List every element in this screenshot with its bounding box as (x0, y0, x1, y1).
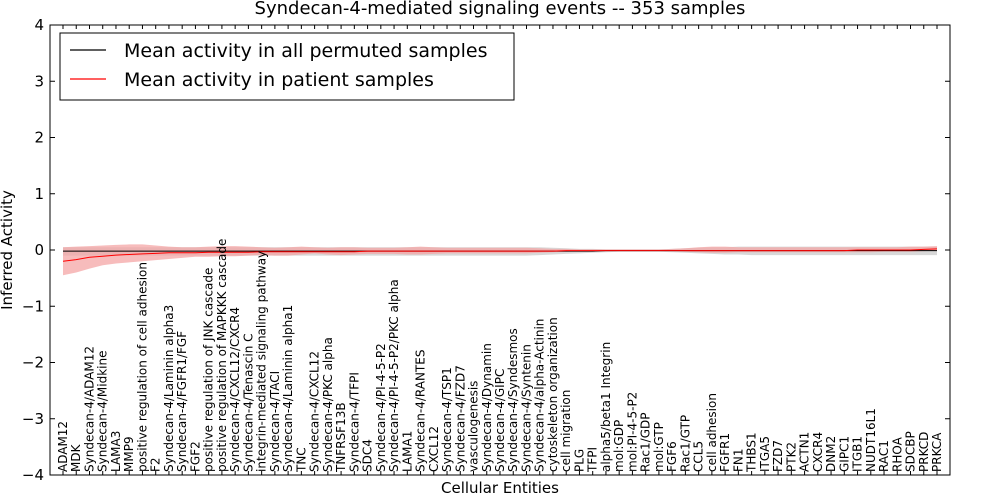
xtick-label: cell migration (559, 390, 573, 472)
xtick-label: Syndecan-4/CXCL12/CXCR4 (228, 307, 242, 472)
xtick-label: Syndecan-4/alpha-Actinin (533, 319, 547, 472)
xtick-label: ITGB1 (851, 436, 865, 472)
xtick-label: LAMA1 (400, 431, 414, 472)
xtick-label: F2 (149, 457, 163, 472)
xtick-label: ACTN1 (798, 432, 812, 472)
xtick-label: Syndecan-4/ADAM12 (83, 346, 97, 472)
xtick-label: RHOA (890, 436, 904, 472)
y-axis-title: Inferred Activity (0, 190, 16, 310)
legend-box (59, 32, 515, 101)
ytick-label: 3 (34, 72, 44, 90)
xtick-label: CXCR4 (811, 432, 825, 472)
xtick-label: Syndecan-4/Midkine (96, 351, 110, 472)
xtick-label: THBS1 (745, 432, 759, 473)
xtick-label: CCL5 (692, 441, 706, 472)
xtick-label: Syndecan-4/TACI (268, 371, 282, 472)
xtick-label: Syndecan-4/Laminin alpha3 (162, 305, 176, 472)
xtick-label: FZD7 (771, 440, 785, 472)
xtick-label: GIPC1 (837, 436, 851, 472)
xtick-label: positive regulation of MAPKKK cascade (215, 239, 229, 472)
xtick-label: Syndecan-4/PI-4-5-P2 (374, 343, 388, 472)
xtick-label: Syndecan-4/CXCL12 (308, 351, 322, 472)
xtick-label: SDC4 (361, 439, 375, 472)
xtick-label: PLG (573, 449, 587, 472)
xtick-label: RAC1 (877, 440, 891, 472)
x-axis: ADAM12 MDK Syndecan-4/ADAM12 Syndecan-4/Mid… (56, 25, 944, 475)
xtick-label: Syndecan-4/GIPC (493, 369, 507, 472)
xtick-label: TFPI (586, 447, 600, 473)
xtick-label: PRKCA (930, 432, 944, 472)
xtick-label: Syndecan-4/TSP1 (440, 367, 454, 472)
y-axis: 4 3 2 1 0 −1 −2 −3 −4 (22, 16, 950, 484)
xtick-label: Syndecan-4/Syntenin (520, 344, 534, 472)
xtick-label: TNFRSF13B (334, 402, 348, 473)
ytick-label: 4 (34, 16, 44, 34)
xtick-label: cell adhesion (705, 393, 719, 472)
xtick-label: PRKCD (917, 432, 931, 472)
ytick-label: −3 (22, 410, 44, 428)
ytick-label: 1 (34, 185, 44, 203)
xtick-label: Syndecan-4/FGFR1/FGF (175, 331, 189, 472)
legend: Mean activity in all permuted samples Me… (59, 32, 515, 101)
confidence-bands (63, 244, 937, 276)
xtick-label: Syndecan-4/Laminin alpha1 (281, 305, 295, 472)
xtick-label: FGFR1 (718, 433, 732, 472)
xtick-label: PTK2 (784, 442, 798, 472)
line-patient (62, 248, 938, 262)
xtick-label: Syndecan-4/FZD7 (453, 365, 467, 472)
xtick-label: cytoskeleton organization (546, 317, 560, 472)
legend-label-permuted: Mean activity in all permuted samples (124, 40, 487, 62)
xtick-label: Syndecan-4/PKC alpha (321, 337, 335, 472)
series-lines (62, 248, 938, 262)
ytick-label: −4 (22, 466, 44, 484)
xtick-label: CXCL12 (427, 426, 441, 472)
xtick-label: mol:GTP (652, 422, 666, 472)
xtick-label: Syndecan-4/Tenascin C (241, 333, 255, 472)
xtick-label: MDK (69, 443, 83, 472)
xtick-label: DNM2 (824, 436, 838, 472)
chart-title: Syndecan-4-mediated signaling events -- … (255, 0, 746, 19)
xtick-label: Syndecan-4/PI-4-5-P2/PKC alpha (387, 279, 401, 472)
xtick-label: ITGA5 (758, 436, 772, 472)
xtick-label: vasculogenesis (467, 381, 481, 472)
xtick-label: Rac1/GTP (678, 415, 692, 472)
xtick-label: FGF6 (665, 441, 679, 472)
legend-label-patient: Mean activity in patient samples (124, 69, 434, 91)
xtick-label: LAMA3 (109, 431, 123, 472)
xtick-label: mol:GDP (612, 420, 626, 472)
xtick-label: positive regulation of JNK cascade (202, 268, 216, 472)
xtick-label: integrin-mediated signaling pathway (255, 251, 269, 472)
ytick-label: −1 (22, 297, 44, 315)
xtick-label: FN1 (731, 448, 745, 472)
xtick-label: Syndecan-4/Dynamin (480, 343, 494, 472)
xtick-label: Syndecan-4/RANTES (414, 350, 428, 472)
xtick-label: ADAM12 (56, 421, 70, 472)
ytick-label: 2 (34, 129, 44, 147)
xtick-label: Syndecan-4/Syndesmos (506, 328, 520, 472)
band-patient (63, 244, 937, 276)
xtick-label: NUDT16L1 (864, 408, 878, 472)
xtick-label: MMP9 (122, 436, 136, 472)
ytick-label: 0 (34, 241, 44, 259)
ytick-label: −2 (22, 354, 44, 372)
xtick-label: Rac1/GDP (639, 413, 653, 472)
xtick-label: FGF2 (188, 441, 202, 472)
x-axis-title: Cellular Entities (441, 479, 559, 497)
xtick-label: positive regulation of cell adhesion (136, 262, 150, 472)
xtick-label: SDCBP (904, 431, 918, 472)
xtick-label: alpha5/beta1 Integrin (599, 342, 613, 472)
xtick-label: Syndecan-4/TFPI (347, 372, 361, 472)
xtick-label: mol:PI-4-5-P2 (625, 392, 639, 472)
xtick-label: TNC (294, 447, 308, 473)
